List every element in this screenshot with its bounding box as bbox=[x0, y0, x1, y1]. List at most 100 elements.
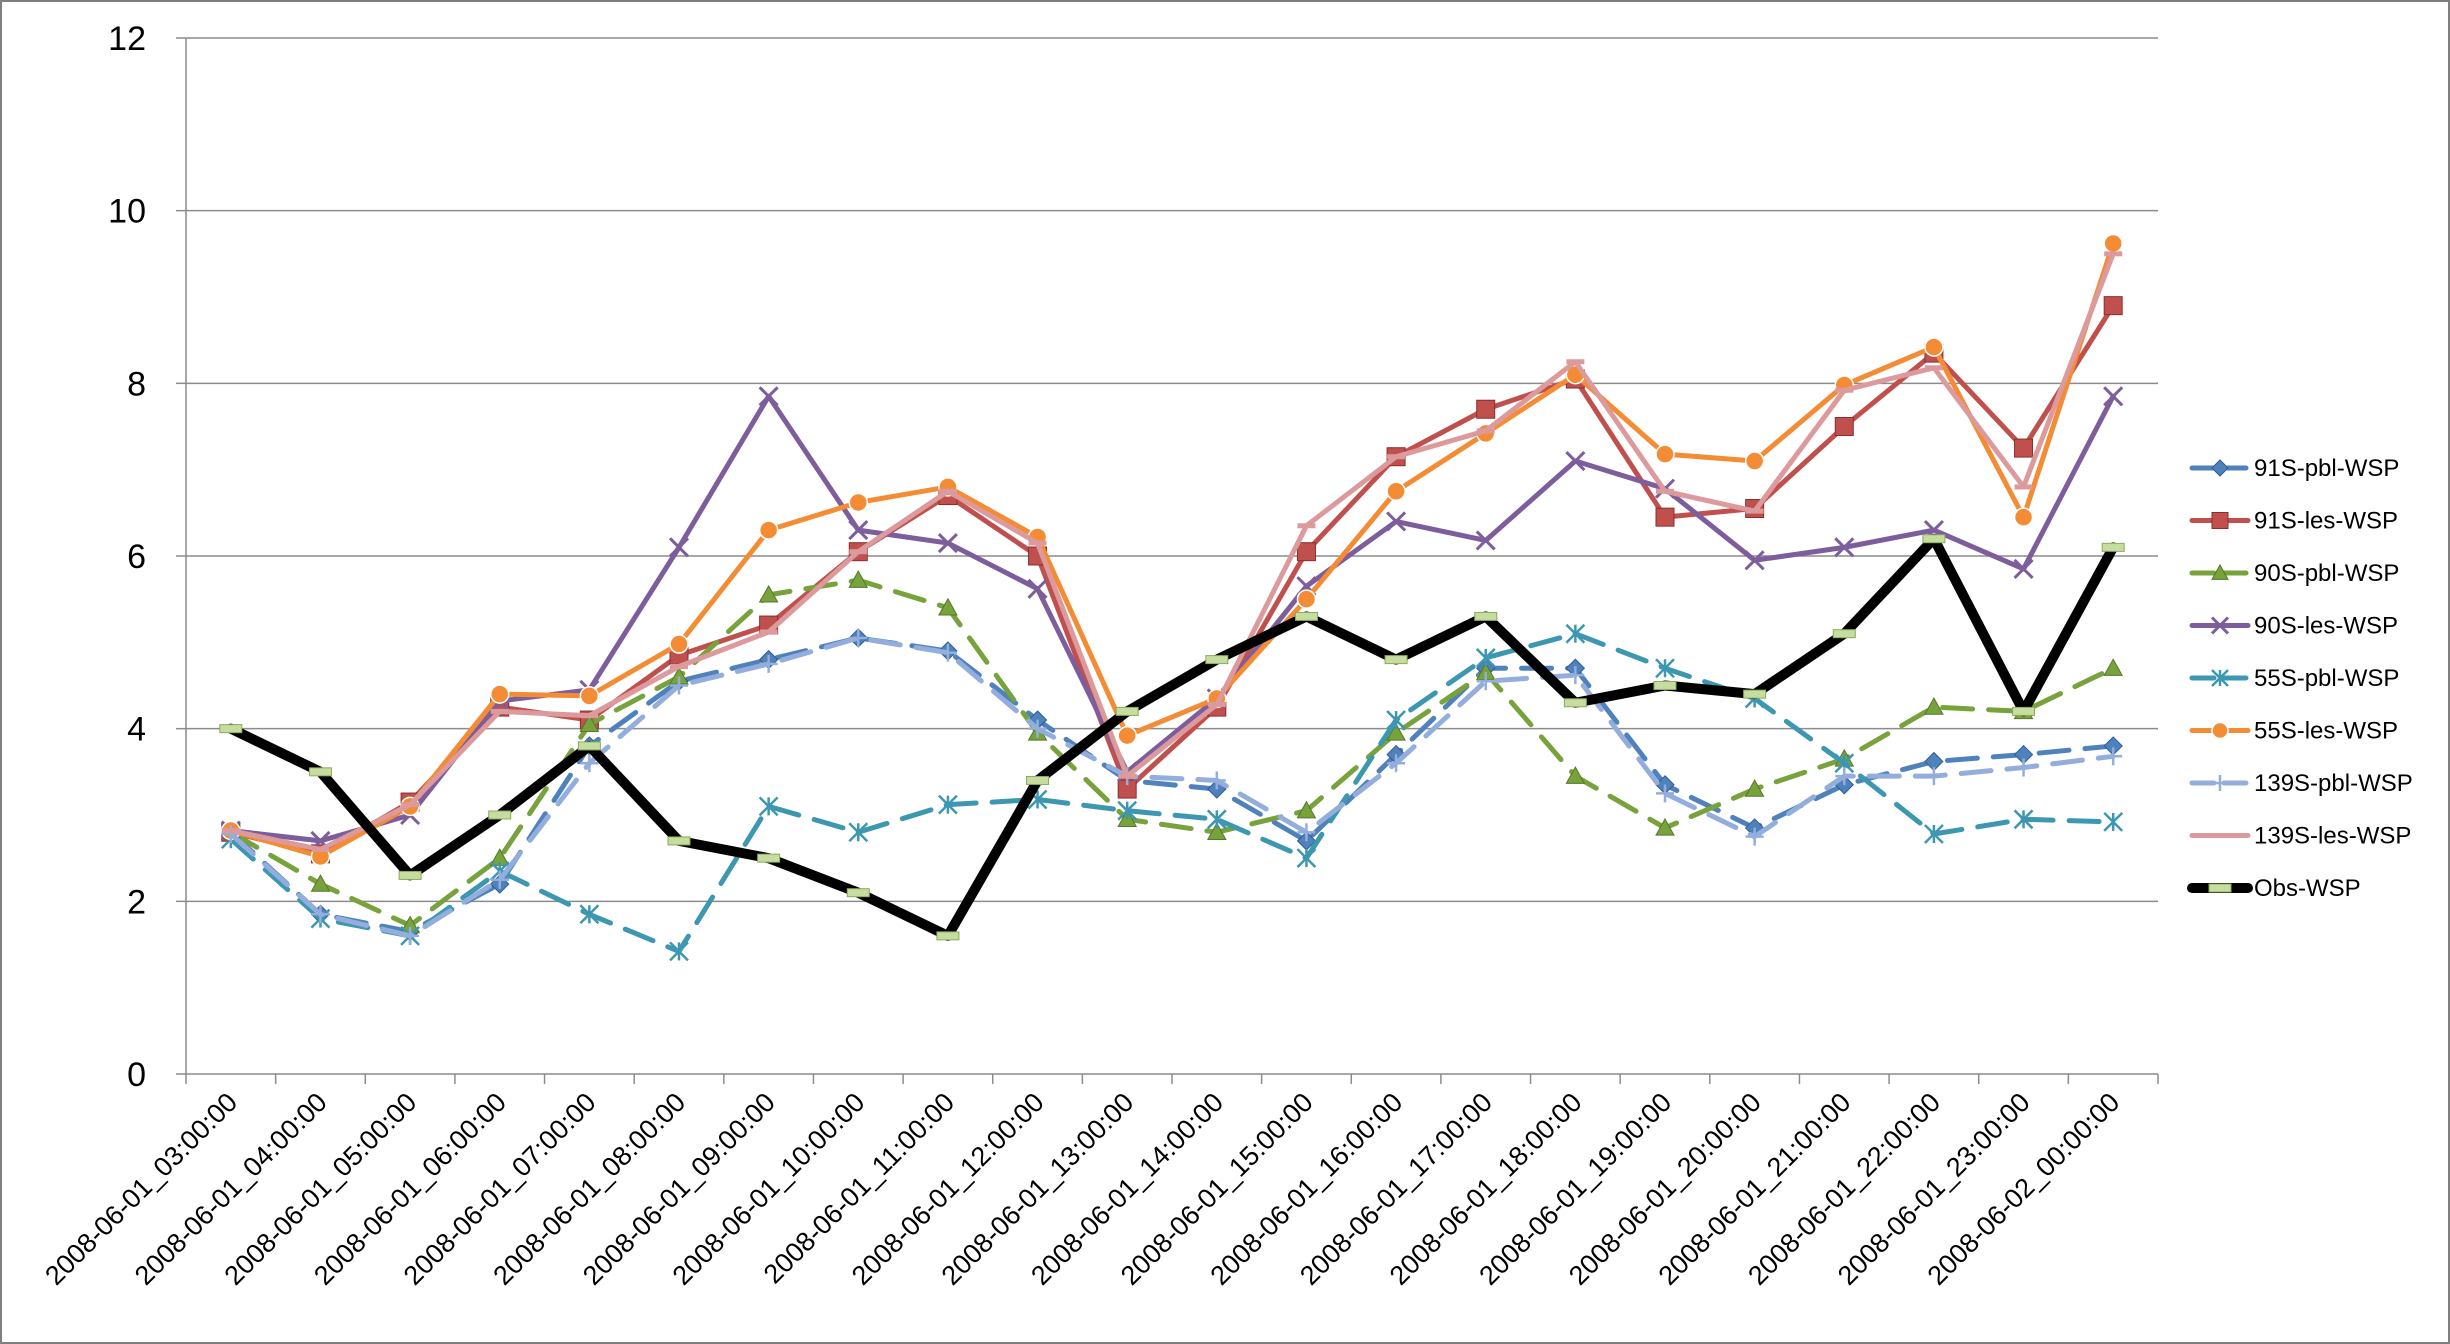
data-point bbox=[1834, 537, 1855, 558]
data-point bbox=[1924, 824, 1944, 844]
data-point bbox=[1026, 775, 1050, 785]
data-point bbox=[846, 888, 870, 898]
data-point bbox=[758, 520, 779, 540]
data-point bbox=[1205, 655, 1229, 665]
data-point bbox=[758, 386, 779, 407]
marker-stroke bbox=[1834, 537, 1855, 558]
data-point bbox=[670, 676, 688, 695]
data-point bbox=[1117, 800, 1138, 821]
y-tick-label: 0 bbox=[127, 1056, 146, 1094]
data-point bbox=[1924, 337, 1944, 357]
marker-stroke bbox=[2013, 558, 2034, 580]
y-axis-ticks: 0 2 4 6 8 10 12 bbox=[108, 20, 186, 1094]
data-point bbox=[2211, 512, 2229, 529]
data-point bbox=[1565, 623, 1586, 644]
data-point bbox=[1207, 701, 1226, 707]
data-point bbox=[1475, 647, 1496, 668]
series-139s-les-wsp bbox=[221, 251, 2123, 853]
legend-item: Obs-WSP bbox=[2187, 875, 2361, 902]
data-point bbox=[1924, 767, 1943, 786]
data-point bbox=[2211, 563, 2229, 580]
data-point bbox=[2212, 833, 2228, 838]
data-point bbox=[308, 767, 332, 777]
series-139s-pbl-wsp bbox=[221, 629, 2123, 945]
data-point bbox=[1474, 611, 1498, 621]
data-point bbox=[1655, 444, 1675, 464]
data-point bbox=[2103, 386, 2124, 407]
data-point bbox=[579, 686, 600, 706]
series-line bbox=[228, 577, 2116, 929]
data-point bbox=[1835, 767, 1854, 786]
data-point bbox=[1743, 689, 1767, 699]
legend-label: 91S-les-WSP bbox=[2254, 508, 2398, 535]
data-point bbox=[1386, 511, 1407, 532]
data-point bbox=[2103, 812, 2124, 832]
data-point bbox=[758, 796, 779, 817]
data-point bbox=[398, 870, 422, 880]
data-point bbox=[219, 724, 243, 734]
data-point bbox=[1476, 428, 1495, 434]
legend-label: 55S-pbl-WSP bbox=[2254, 665, 2399, 692]
legend-label: 139S-pbl-WSP bbox=[2254, 770, 2413, 797]
data-point bbox=[1476, 672, 1495, 691]
data-point bbox=[1297, 823, 1316, 842]
legend-label: 90S-les-WSP bbox=[2254, 613, 2398, 640]
data-point bbox=[580, 754, 599, 773]
data-point bbox=[668, 537, 690, 558]
data-point bbox=[1118, 773, 1137, 779]
data-point bbox=[936, 931, 960, 941]
data-point bbox=[489, 684, 510, 704]
data-point bbox=[1384, 655, 1408, 665]
marker-stroke bbox=[668, 537, 690, 558]
marker-stroke bbox=[2210, 616, 2230, 635]
data-point bbox=[1834, 417, 1854, 436]
data-point bbox=[759, 654, 778, 673]
data-point bbox=[1296, 848, 1317, 869]
data-point bbox=[1565, 766, 1586, 784]
data-point bbox=[1386, 722, 1406, 741]
legend-label: Obs-WSP bbox=[2254, 875, 2361, 902]
legend-item: 55S-pbl-WSP bbox=[2189, 665, 2399, 692]
data-point bbox=[848, 520, 869, 541]
data-point bbox=[2012, 706, 2036, 716]
legend-label: 91S-pbl-WSP bbox=[2254, 455, 2399, 482]
data-point bbox=[1387, 754, 1406, 773]
series-line bbox=[228, 631, 2116, 954]
marker-stroke bbox=[1565, 450, 1586, 472]
legend-item: 139S-les-WSP bbox=[2189, 823, 2411, 850]
data-point bbox=[848, 570, 869, 588]
legend-item: 90S-pbl-WSP bbox=[2189, 560, 2399, 587]
data-point bbox=[1566, 666, 1585, 685]
data-point bbox=[1028, 540, 1047, 546]
data-point bbox=[2014, 758, 2033, 777]
data-point bbox=[2103, 233, 2123, 254]
data-point bbox=[670, 664, 688, 670]
data-point bbox=[577, 741, 601, 751]
data-point bbox=[1206, 822, 1227, 840]
data-point bbox=[848, 822, 869, 843]
data-point bbox=[669, 941, 689, 962]
data-point bbox=[221, 828, 240, 834]
data-point bbox=[1028, 719, 1047, 738]
data-point bbox=[938, 597, 958, 616]
data-point bbox=[2013, 558, 2034, 580]
series-line bbox=[228, 240, 2116, 859]
data-point bbox=[1297, 523, 1316, 529]
y-tick-label: 12 bbox=[108, 20, 146, 58]
data-point bbox=[1835, 387, 1854, 393]
data-point bbox=[1744, 779, 1765, 797]
gridlines bbox=[186, 37, 2158, 903]
data-point bbox=[1653, 681, 1677, 690]
data-point bbox=[1565, 450, 1586, 472]
legend-item: 90S-les-WSP bbox=[2189, 613, 2398, 640]
y-tick-label: 8 bbox=[127, 365, 146, 403]
data-point bbox=[1924, 365, 1943, 371]
data-point bbox=[667, 836, 691, 846]
marker-stroke bbox=[2103, 386, 2124, 407]
data-point bbox=[1924, 697, 1944, 715]
marker-stroke bbox=[1475, 530, 1496, 551]
data-point bbox=[2211, 459, 2229, 477]
data-point bbox=[311, 847, 330, 853]
